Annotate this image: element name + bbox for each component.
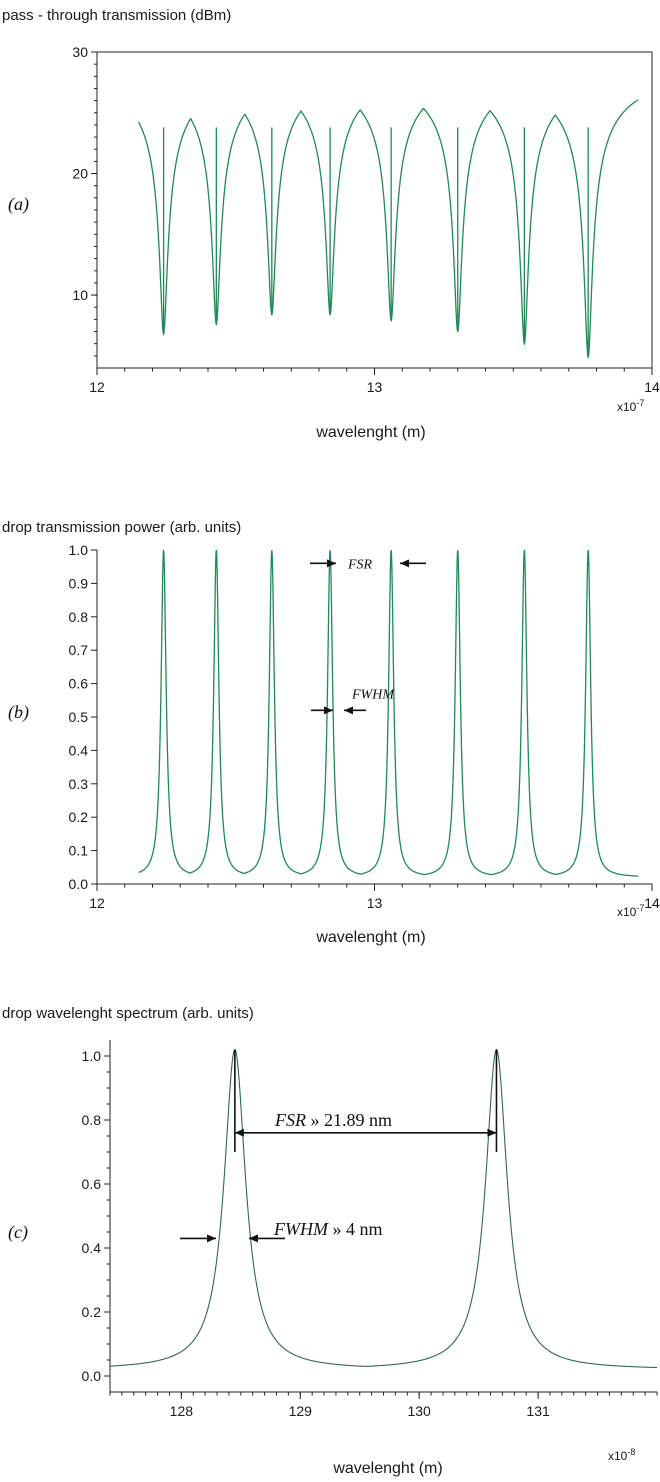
panel-b-fsr-arrow-left: [310, 559, 336, 568]
panel-a-title: pass - through transmission (dBm): [2, 7, 231, 24]
panel-c-fsr-arrow-right: [365, 1128, 497, 1137]
panel-c-y-tick-label: 0.8: [82, 1112, 102, 1128]
panel-c-x-tick-label: 129: [289, 1403, 313, 1419]
panel-a-y-tick-label: 10: [72, 287, 88, 303]
panel-a-xlabel: wavelenght (m): [315, 424, 425, 441]
panel-b-y-tick-label: 0.3: [69, 776, 89, 792]
panel-c-x-multiplier: x10-8: [608, 1447, 635, 1463]
panel-c-data: [109, 1048, 658, 1369]
panel-c-y-tick-label: 0.6: [82, 1176, 102, 1192]
panel-c-fwhm-arrow-right: [249, 1234, 285, 1243]
panel-a-x-multiplier: x10-7: [617, 398, 644, 414]
panel-b-x-multiplier: x10-7: [617, 903, 644, 919]
panel-b-axes: 12 13 14 0.0 0.1 0.2 0.3 0.4 0.5 0.6 0.7 0.8 0.9 1.0: [69, 542, 660, 911]
panel-b-y-tick-label: 0.1: [69, 843, 89, 859]
panel-b-title: drop transmission power (arb. units): [2, 519, 241, 536]
panel-c-series-line: [109, 1048, 658, 1369]
panel-a: pass - through transmission (dBm) (a) 12…: [2, 7, 660, 441]
panel-c-fsr-label: FSR » 21.89 nm: [274, 1110, 392, 1130]
panel-b-y-tick-label: 0.9: [69, 575, 89, 591]
panel-b-x-tick-label: 14: [644, 895, 660, 911]
panel-b-xlabel: wavelenght (m): [315, 929, 425, 946]
panel-c-fwhm-label: FWHM » 4 nm: [273, 1219, 383, 1239]
panel-b-y-tick-label: 0.7: [69, 642, 89, 658]
panel-c-fsr-arrow-left: [234, 1128, 366, 1137]
panel-b-y-tick-label: 0.2: [69, 809, 89, 825]
panel-b-y-tick-label: 0.5: [69, 709, 89, 725]
panel-b-fwhm-arrow-right: [344, 706, 366, 715]
panel-c-y-tick-label: 0.0: [82, 1368, 102, 1384]
panel-b-series-line: [138, 548, 639, 877]
panel-b-fwhm-arrow-left: [311, 706, 333, 715]
panel-c-annotations: FSR » 21.89 nm FWHM » 4 nm: [180, 1049, 498, 1243]
panel-c-x-tick-label: 130: [407, 1403, 431, 1419]
panel-b-y-tick-label: 0.6: [69, 676, 89, 692]
panel-c-x-tick-label: 128: [170, 1403, 194, 1419]
panel-a-x-tick-label: 14: [644, 379, 660, 395]
panel-b-data: [138, 548, 639, 877]
panel-b-y-tick-label: 0.8: [69, 609, 89, 625]
panel-a-x-tick-label: 12: [89, 379, 105, 395]
panel-a-y-tick-label: 20: [72, 166, 88, 182]
panel-b-y-tick-label: 1.0: [69, 542, 89, 558]
panel-b: drop transmission power (arb. units) (b)…: [2, 519, 660, 946]
panel-b-annotations: FSR FWHM: [310, 557, 426, 715]
panel-c-fwhm-arrow-left: [180, 1234, 216, 1243]
panel-b-y-tick-label: 0.0: [69, 876, 89, 892]
panel-a-label: (a): [8, 194, 29, 215]
panel-c: drop wavelenght spectrum (arb. units) (c…: [2, 1005, 658, 1477]
panel-a-x-tick-label: 13: [367, 379, 383, 395]
panel-c-x-tick-label: 131: [526, 1403, 550, 1419]
panel-a-data: [138, 99, 639, 360]
panel-c-y-tick-label: 1.0: [82, 1048, 102, 1064]
panel-c-label: (c): [8, 1222, 28, 1243]
panel-b-fsr-label: FSR: [347, 557, 373, 572]
panel-a-series-line: [138, 99, 639, 360]
panel-b-label: (b): [8, 702, 29, 723]
panel-c-y-tick-label: 0.4: [82, 1240, 102, 1256]
panel-a-y-tick-label: 30: [72, 44, 88, 60]
panel-b-x-tick-label: 12: [89, 895, 105, 911]
panel-a-axes: 12 13 14 10 20 30: [72, 44, 660, 395]
panel-b-x-tick-label: 13: [367, 895, 383, 911]
panel-b-fsr-arrow-right: [400, 559, 426, 568]
panel-c-axes: 128 129 130 131 0.0 0.2 0.4 0.6 0.8 1.0: [82, 1040, 658, 1419]
panel-c-title: drop wavelenght spectrum (arb. units): [2, 1005, 254, 1022]
panel-c-y-tick-label: 0.2: [82, 1304, 102, 1320]
panel-c-xlabel: wavelenght (m): [332, 1460, 442, 1477]
panel-b-y-tick-label: 0.4: [69, 742, 89, 758]
panel-b-fwhm-label: FWHM: [351, 688, 395, 703]
